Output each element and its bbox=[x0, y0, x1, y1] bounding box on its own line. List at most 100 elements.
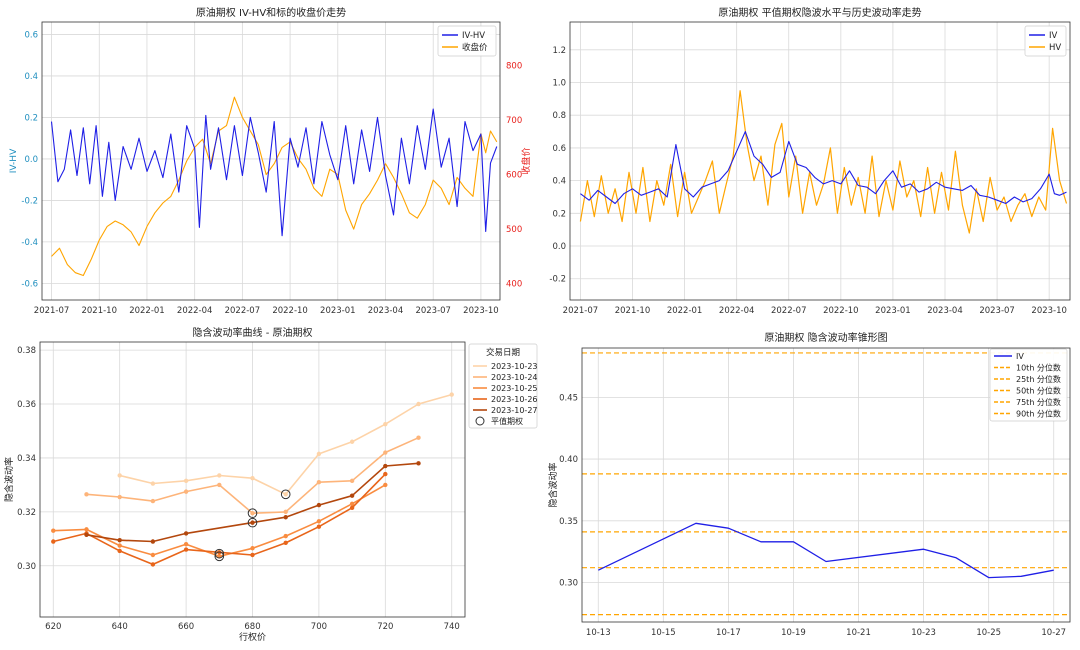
series-point bbox=[349, 478, 355, 484]
y-tick-label: 0.40 bbox=[559, 455, 578, 465]
atm-marker bbox=[247, 508, 258, 519]
legend-label: 25th 分位数 bbox=[1016, 374, 1061, 384]
series-point bbox=[84, 532, 89, 537]
series-point bbox=[150, 498, 156, 504]
y-tick-label: 0.35 bbox=[559, 517, 578, 527]
x-tick-label: 2023-10 bbox=[1031, 306, 1067, 316]
series-point bbox=[383, 450, 388, 455]
series-point bbox=[383, 422, 388, 427]
y2-axis-label: 收盘价 bbox=[520, 147, 532, 174]
series-point bbox=[383, 471, 388, 477]
x-tick-label: 2021-07 bbox=[34, 306, 70, 316]
y-tick-label: 1.2 bbox=[552, 46, 566, 56]
legend-box bbox=[468, 343, 538, 429]
x-tick-label: 10-19 bbox=[781, 628, 806, 638]
y2-tick-label: 400 bbox=[506, 280, 522, 290]
x-tick-label: 2023-01 bbox=[875, 306, 911, 316]
series-point bbox=[183, 478, 189, 484]
x-axis-label: 行权价 bbox=[239, 631, 266, 643]
plot-frame bbox=[569, 21, 1071, 301]
series-point bbox=[183, 531, 189, 536]
legend-label: IV bbox=[1016, 352, 1024, 361]
series-point bbox=[316, 524, 322, 529]
atm-marker bbox=[247, 517, 258, 528]
legend-label: 2023-10-25 bbox=[491, 384, 538, 393]
series-point bbox=[283, 540, 288, 546]
y2-tick-label: 700 bbox=[506, 116, 522, 126]
series-point bbox=[51, 539, 56, 544]
series-point bbox=[349, 493, 355, 498]
series-point bbox=[217, 482, 222, 488]
chart-iv-smile: 620 640 660 680 700 720 740 0.30 0.32 0.34 0.36 0.3… bbox=[3, 326, 538, 643]
y-tick-label: 0.36 bbox=[17, 400, 36, 410]
x-tick-label: 2022-07 bbox=[771, 306, 807, 316]
y-tick-label: -0.6 bbox=[21, 279, 38, 289]
series-point bbox=[117, 548, 122, 554]
x-tick-label: 2023-01 bbox=[320, 306, 356, 316]
legend-label: 2023-10-27 bbox=[491, 406, 538, 415]
y-tick-label: 0.2 bbox=[552, 209, 566, 219]
chart-title: 原油期权 隐含波动率锥形图 bbox=[764, 331, 887, 344]
legend-label: 收盘价 bbox=[462, 42, 488, 53]
legend-label: 2023-10-23 bbox=[491, 362, 538, 371]
x-tick-label: 2023-04 bbox=[927, 306, 963, 316]
series-point bbox=[250, 511, 255, 516]
y-tick-label: -0.2 bbox=[21, 196, 38, 206]
series-point bbox=[283, 509, 288, 515]
legend-label: 10th 分位数 bbox=[1016, 363, 1061, 373]
series-point bbox=[217, 473, 222, 478]
series-point bbox=[349, 505, 355, 511]
series-point bbox=[84, 527, 89, 532]
chart-iv-hv-levels: 2021-07 2021-10 2022-01 2022-04 2022-07 2022-… bbox=[549, 6, 1071, 316]
series-point bbox=[416, 401, 421, 407]
y-tick-label: 0.0 bbox=[24, 155, 38, 165]
x-tick-label: 2021-10 bbox=[615, 306, 651, 316]
series-point bbox=[117, 473, 122, 478]
y-tick-label: 0.6 bbox=[24, 30, 38, 40]
series-point bbox=[283, 492, 288, 497]
y-tick-label: 0.6 bbox=[552, 144, 566, 154]
x-tick-label: 2022-04 bbox=[719, 306, 755, 316]
series-point bbox=[117, 543, 122, 548]
legend-label: 平值期权 bbox=[491, 416, 523, 426]
series-line-iv-hv bbox=[50, 108, 498, 237]
series-point bbox=[416, 435, 421, 440]
chart-iv-cone: 10-13 10-15 10-17 10-19 10-21 10-23 10-25 10-27… bbox=[547, 331, 1071, 638]
plot-frame bbox=[39, 341, 466, 618]
x-tick-label: 2023-04 bbox=[368, 306, 404, 316]
legend-label: IV-HV bbox=[462, 31, 485, 41]
series-line-close-price bbox=[51, 96, 498, 277]
series-point bbox=[51, 528, 56, 533]
series-line-2023-10-27 bbox=[86, 462, 419, 543]
x-tick-label: 620 bbox=[45, 622, 61, 632]
y-axis-label: 隐含波动率 bbox=[3, 457, 15, 502]
plot-frame bbox=[41, 21, 501, 301]
legend-label: 75th 分位数 bbox=[1016, 397, 1061, 407]
series-point bbox=[349, 501, 355, 506]
legend-atm-swatch bbox=[475, 416, 485, 426]
x-tick-label: 680 bbox=[244, 622, 260, 632]
y-tick-label: 0.32 bbox=[17, 508, 36, 518]
series-point bbox=[250, 520, 255, 525]
x-tick-label: 2022-07 bbox=[225, 306, 261, 316]
legend-label: 2023-10-24 bbox=[491, 373, 538, 382]
series-point bbox=[416, 461, 421, 466]
legend-label: 90th 分位数 bbox=[1016, 409, 1061, 419]
y-tick-label: 1.0 bbox=[552, 79, 566, 89]
series-point bbox=[349, 439, 355, 444]
atm-marker bbox=[280, 489, 291, 500]
chart-iv-hv-price: 2021-07 2021-10 2022-01 2022-04 2022-07 2022-… bbox=[9, 6, 532, 316]
x-tick-label: 10-25 bbox=[976, 628, 1001, 638]
legend-box bbox=[1024, 25, 1067, 57]
series-point bbox=[316, 519, 322, 524]
x-tick-label: 740 bbox=[444, 622, 460, 632]
x-tick-label: 10-21 bbox=[846, 628, 871, 638]
series-point bbox=[449, 392, 454, 397]
series-point bbox=[316, 479, 322, 485]
legend-label: 50th 分位数 bbox=[1016, 386, 1061, 396]
series-point bbox=[117, 537, 122, 543]
series-point bbox=[283, 533, 288, 539]
x-tick-label: 10-13 bbox=[586, 628, 611, 638]
series-point bbox=[283, 515, 288, 520]
